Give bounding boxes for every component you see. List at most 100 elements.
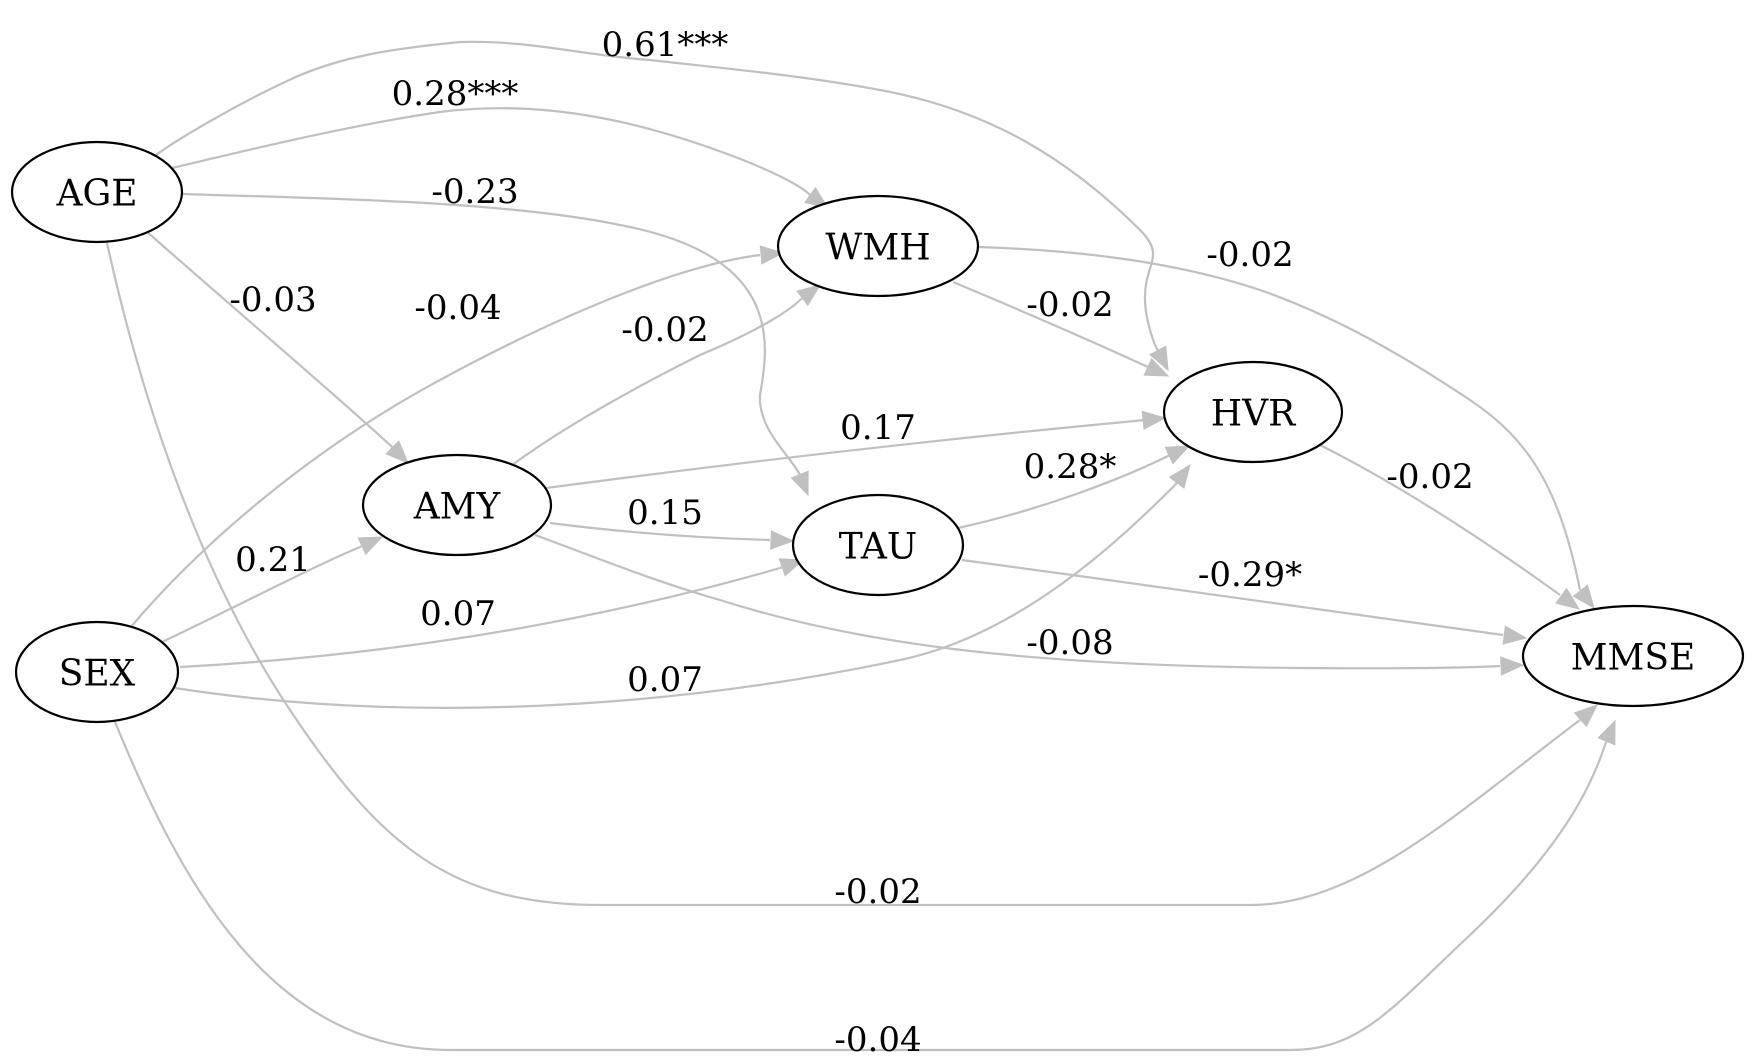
- edge-line: [961, 558, 1504, 637]
- arrowhead: [1141, 410, 1167, 430]
- arrowhead: [770, 530, 795, 550]
- node-label: AMY: [413, 487, 502, 528]
- edge-line: [179, 566, 781, 669]
- arrowhead: [1573, 704, 1598, 728]
- edge-label-hvr-to-mmse: -0.02: [1386, 457, 1473, 497]
- edge-label-tau-to-hvr: 0.28*: [1024, 447, 1117, 487]
- edge-label-amy-to-mmse: -0.08: [1026, 623, 1113, 663]
- arrowhead: [357, 536, 384, 556]
- edge-wmh-to-hvr: [952, 280, 1170, 377]
- edge-tau-to-hvr: [957, 445, 1191, 530]
- edge-label-wmh-to-mmse: -0.02: [1206, 235, 1293, 275]
- edge-age-to-tau: [182, 192, 809, 497]
- node-ellipse: [361, 453, 553, 557]
- edge-line: [171, 107, 811, 196]
- edge-line: [952, 280, 1149, 368]
- node-label: WMH: [825, 228, 930, 269]
- edge-line: [182, 192, 801, 476]
- edge-wmh-to-mmse: [977, 245, 1595, 610]
- edge-line: [549, 521, 771, 542]
- node-ellipse: [791, 493, 965, 597]
- node-label: MMSE: [1571, 638, 1696, 679]
- edge-line: [545, 418, 1146, 490]
- edge-age-to-wmh: [171, 107, 830, 209]
- arrowhead: [1143, 357, 1170, 377]
- edge-hvr-to-mmse: [1317, 443, 1581, 610]
- node-ellipse: [776, 194, 980, 298]
- edge-label-wmh-to-hvr: -0.02: [1026, 285, 1113, 325]
- edge-label-sex-to-mmse: -0.04: [834, 1020, 921, 1059]
- node-ellipse: [10, 140, 184, 244]
- node-label: AGE: [55, 174, 137, 215]
- node-label: SEX: [59, 654, 136, 695]
- node-tau: TAU: [791, 493, 965, 597]
- arrowhead: [796, 284, 822, 307]
- edge-line: [129, 253, 761, 629]
- edge-line: [174, 484, 1176, 709]
- edge-line: [151, 40, 1157, 346]
- arrowhead: [778, 558, 805, 577]
- edge-line: [145, 230, 391, 446]
- edge-line: [1317, 443, 1561, 596]
- arrowhead: [1500, 656, 1525, 676]
- arrowhead: [385, 440, 409, 464]
- arrowhead: [1555, 587, 1581, 610]
- arrowhead: [1572, 584, 1595, 610]
- edge-sex-to-mmse: [113, 719, 1616, 1052]
- node-age: AGE: [10, 140, 184, 244]
- edge-amy-to-wmh: [511, 284, 822, 466]
- edge-label-age-to-wmh: 0.28***: [392, 74, 519, 114]
- edge-label-tau-to-mmse: -0.29*: [1198, 555, 1302, 595]
- arrowhead: [804, 186, 830, 209]
- arrowhead: [1164, 445, 1191, 465]
- edge-amy-to-tau: [549, 521, 795, 550]
- edge-labels-layer: 0.61*** 0.28*** -0.23 -0.03 -0.02 -0.04 0.21 0.…: [229, 25, 1473, 1059]
- edge-label-sex-to-tau: 0.07: [420, 594, 496, 634]
- edge-line: [113, 721, 1607, 1052]
- node-label: TAU: [839, 527, 917, 568]
- edge-label-sex-to-hvr: 0.07: [627, 660, 703, 700]
- arrowhead: [759, 245, 785, 265]
- node-label: HVR: [1211, 394, 1296, 435]
- node-ellipse: [1162, 360, 1344, 464]
- edge-label-amy-to-tau: 0.15: [627, 493, 703, 533]
- edge-label-age-to-tau: -0.23: [431, 172, 518, 212]
- arrowhead: [790, 470, 809, 497]
- edge-sex-to-amy: [161, 536, 384, 643]
- edge-line: [161, 545, 361, 643]
- node-hvr: HVR: [1162, 360, 1344, 464]
- arrowhead: [1148, 345, 1169, 372]
- node-sex: SEX: [14, 620, 180, 724]
- arrowhead: [1168, 463, 1191, 489]
- edge-label-age-to-hvr: 0.61***: [602, 25, 729, 65]
- node-ellipse: [14, 620, 180, 724]
- edge-age-to-amy: [145, 230, 409, 464]
- edge-sex-to-wmh: [129, 245, 785, 629]
- edge-label-amy-to-wmh: -0.02: [621, 310, 708, 350]
- edge-label-sex-to-wmh: -0.04: [414, 288, 501, 328]
- node-mmse: MMSE: [1521, 604, 1745, 708]
- edge-line: [957, 454, 1171, 530]
- node-ellipse: [1521, 604, 1745, 708]
- edge-line: [105, 242, 1581, 907]
- edge-label-age-to-mmse: -0.02: [834, 872, 921, 912]
- node-amy: AMY: [361, 453, 553, 557]
- arrowhead: [1502, 625, 1528, 645]
- arrowhead: [1597, 719, 1616, 746]
- edge-label-sex-to-amy: 0.21: [235, 540, 311, 580]
- edge-age-to-mmse: [105, 242, 1598, 907]
- edge-amy-to-hvr: [545, 410, 1167, 490]
- edge-line: [534, 533, 1501, 670]
- edge-sex-to-hvr: [174, 463, 1191, 709]
- nodes-layer: AGE SEX AMY WMH TAU HVR MMSE: [10, 140, 1745, 724]
- edges-layer: [105, 40, 1616, 1052]
- edge-label-amy-to-hvr: 0.17: [840, 408, 916, 448]
- edge-amy-to-mmse: [534, 533, 1525, 676]
- edge-line: [977, 245, 1582, 591]
- edge-tau-to-mmse: [961, 558, 1528, 645]
- edge-line: [511, 299, 801, 466]
- edge-label-age-to-amy: -0.03: [229, 280, 316, 320]
- edge-age-to-hvr: [151, 40, 1169, 372]
- edge-sex-to-tau: [179, 558, 805, 669]
